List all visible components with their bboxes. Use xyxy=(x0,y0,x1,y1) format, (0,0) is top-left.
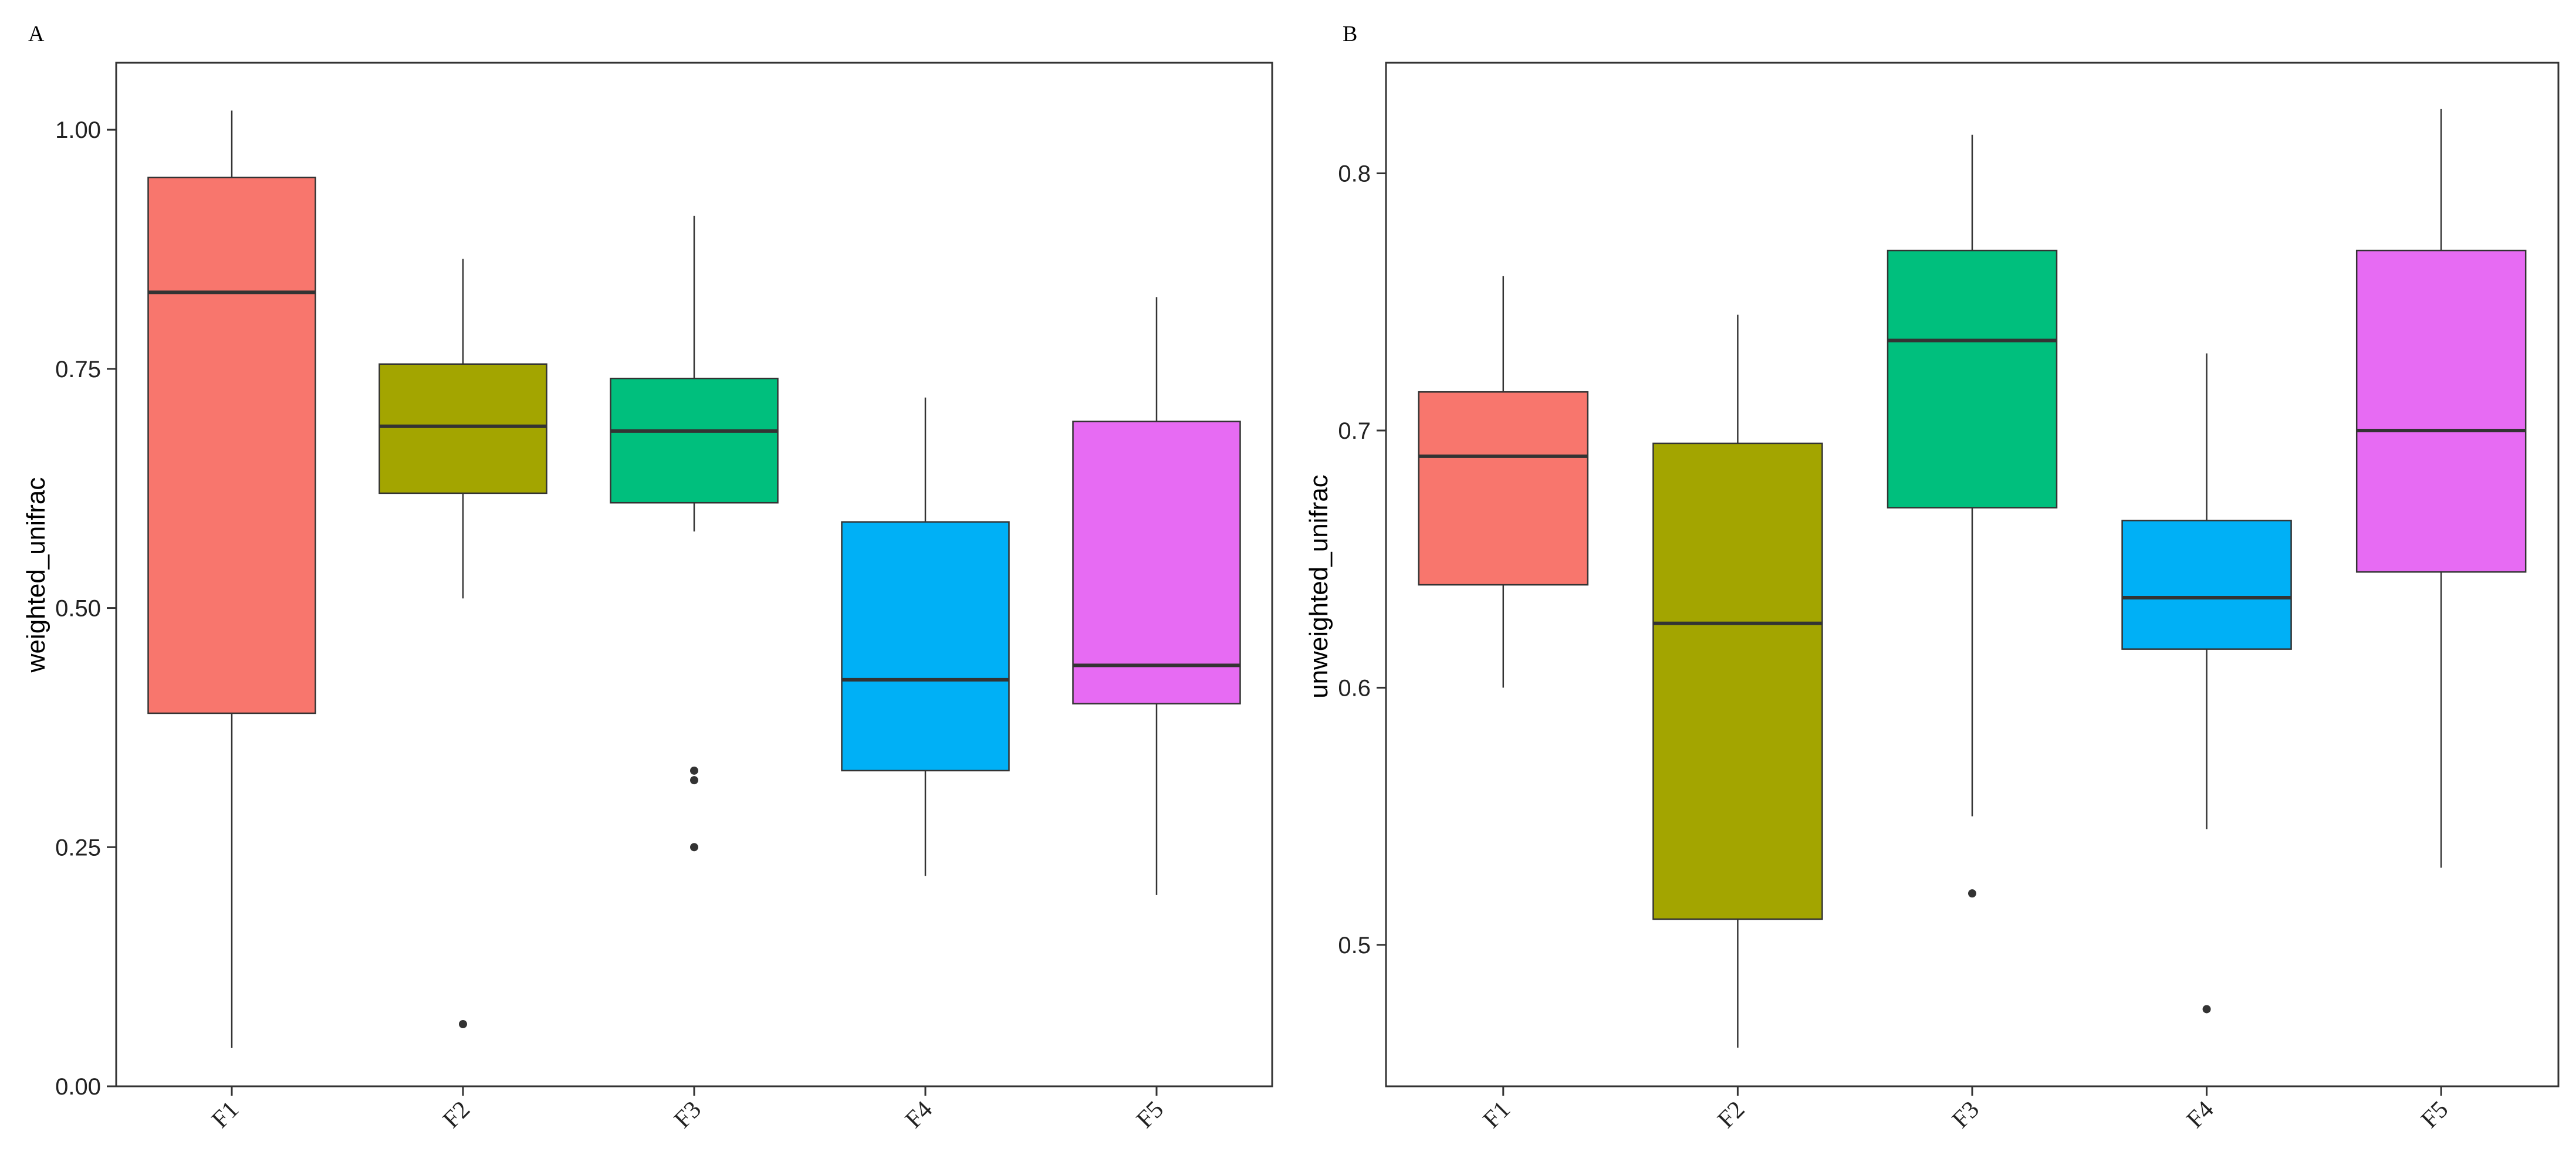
panel-a-box-f1 xyxy=(147,177,316,714)
panel-a-box-f5 xyxy=(1072,421,1241,704)
panel-a-box-f2 xyxy=(378,363,547,494)
panel-b-box-f4 xyxy=(2121,520,2292,650)
panel-a-boxes xyxy=(147,110,1241,1048)
panel-b-y-axis: 0.5 0.6 0.7 0.8 xyxy=(1338,161,1386,958)
panel-a-y-tick-label: 0.00 xyxy=(55,1074,101,1100)
panel-b-y-axis-title: unweighted_unifrac xyxy=(1304,475,1333,699)
panel-b-y-tick-label: 0.8 xyxy=(1338,161,1371,187)
panel-b-y-tick-label: 0.7 xyxy=(1338,418,1371,444)
panel-a-letter: A xyxy=(28,22,45,46)
panel-b-outlier-f3 xyxy=(1968,889,1976,898)
panel-b-letter: B xyxy=(1343,22,1357,46)
panel-b-y-tick-label: 0.5 xyxy=(1338,933,1371,958)
panel-b-boxes xyxy=(1418,109,2527,1048)
panel-a-outlier-f3 xyxy=(690,766,698,775)
panel-a-y-axis-title: weighted_unifrac xyxy=(22,477,50,673)
panel-b-outlier-f4 xyxy=(2202,1005,2211,1014)
panel-b: B 0.50.60.70.8 F1 F2 F3 F4 F5 unweighted_uni… xyxy=(1304,22,2560,1133)
panel-a-y-tick-label: 0.50 xyxy=(55,596,101,622)
panel-a-y-axis: 0.00 0.25 0.50 0.75 1.00 xyxy=(55,117,116,1100)
panel-a-box-f4 xyxy=(841,521,1010,772)
panel-a-box-f3 xyxy=(610,377,779,504)
panel-a: A 0.000.250.500.751.00 F1 F2 F3 F4 F5 weight… xyxy=(22,22,1273,1133)
panel-a-y-tick-label: 1.00 xyxy=(55,117,101,143)
panel-b-box-f1 xyxy=(1418,391,1589,586)
panel-a-outlier-f3 xyxy=(690,843,698,852)
panel-b-y-tick-label: 0.6 xyxy=(1338,675,1371,701)
panel-a-outlier-f2 xyxy=(459,1019,467,1028)
panel-a-y-tick-label: 0.25 xyxy=(55,835,101,860)
panel-b-box-f2 xyxy=(1652,442,1823,920)
panel-a-outlier-f3 xyxy=(690,776,698,785)
panel-a-y-tick-label: 0.75 xyxy=(55,357,101,382)
panel-b-box-f3 xyxy=(1887,249,2058,509)
panel-b-box-f5 xyxy=(2355,249,2527,573)
